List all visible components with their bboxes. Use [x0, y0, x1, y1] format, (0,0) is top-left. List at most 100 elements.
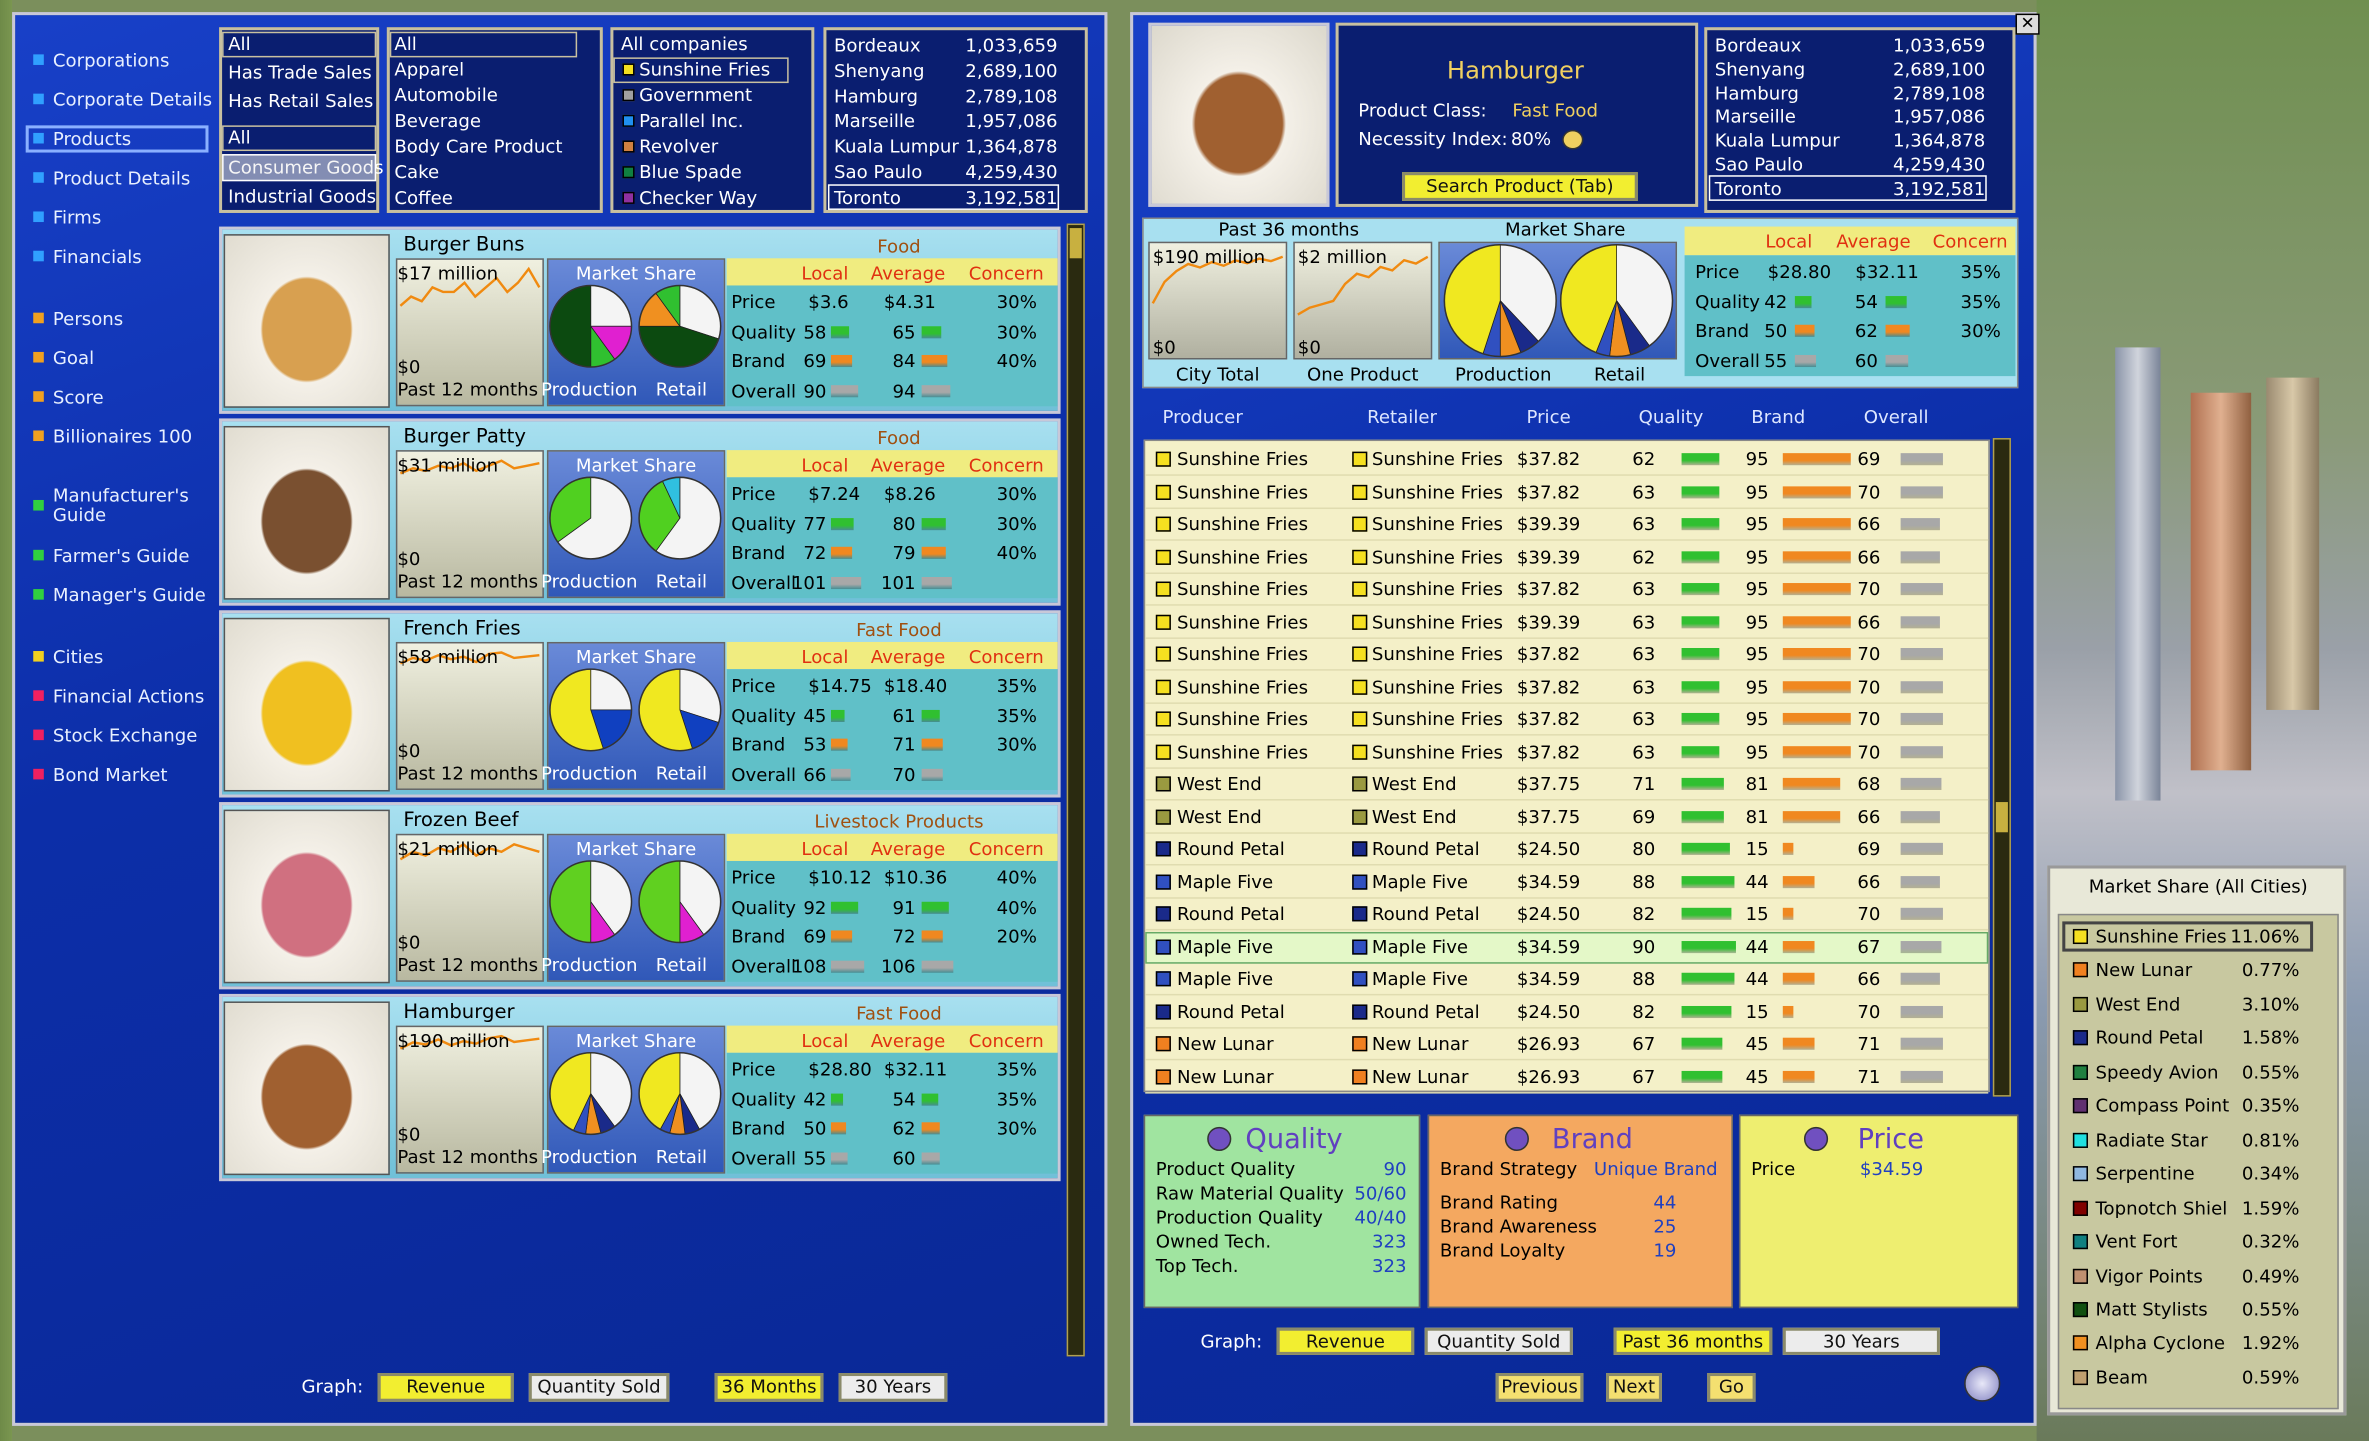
nav-button[interactable]: Next: [1606, 1373, 1662, 1402]
column-header[interactable]: Overall: [1863, 406, 1929, 428]
company-name[interactable]: Speedy Avion: [2095, 1061, 2219, 1083]
menu-item[interactable]: Firms: [52, 206, 102, 229]
graph-button[interactable]: Revenue: [377, 1373, 514, 1402]
search-button[interactable]: Search Product (Tab): [1402, 172, 1638, 201]
category-option[interactable]: All: [394, 33, 417, 55]
scrollbar[interactable]: [1066, 223, 1085, 1357]
producer-row[interactable]: [1145, 606, 1989, 639]
company-name[interactable]: Beam: [2095, 1366, 2148, 1388]
graph-button[interactable]: 30 Years: [838, 1373, 948, 1402]
city-population[interactable]: 3,192,581: [965, 186, 1058, 209]
city-population[interactable]: 2,689,100: [965, 60, 1058, 82]
scroll-thumb[interactable]: [1069, 228, 1082, 259]
city-population[interactable]: 1,957,086: [1892, 106, 1986, 128]
city-name[interactable]: Shenyang: [833, 60, 925, 82]
city-population[interactable]: 4,259,430: [965, 161, 1058, 183]
nav-button[interactable]: Previous: [1495, 1373, 1584, 1402]
column-header[interactable]: Producer: [1162, 406, 1243, 428]
city-name[interactable]: Bordeaux: [1714, 34, 1802, 56]
company-option[interactable]: Revolver: [639, 135, 719, 158]
graph-button[interactable]: Past 36 months: [1613, 1327, 1773, 1355]
city-name[interactable]: Toronto: [1714, 177, 1782, 200]
city-population[interactable]: 3,192,581: [1892, 177, 1986, 200]
product-name[interactable]: Burger Patty: [403, 425, 526, 449]
filter-option[interactable]: All: [228, 126, 251, 149]
city-population[interactable]: 1,033,659: [965, 34, 1058, 56]
city-name[interactable]: Hamburg: [1714, 82, 1799, 104]
menu-item[interactable]: Manufacturer's Guide: [52, 484, 189, 526]
scrollbar[interactable]: [1992, 438, 2011, 1097]
producer-row[interactable]: [1145, 1061, 1989, 1093]
menu-item[interactable]: Corporations: [52, 49, 170, 71]
category-option[interactable]: Body Care Product: [394, 135, 563, 158]
city-name[interactable]: Shenyang: [1714, 58, 1806, 80]
city-name[interactable]: Sao Paulo: [1714, 154, 1804, 176]
producer-row[interactable]: [1145, 736, 1989, 769]
company-name[interactable]: Vent Fort: [2095, 1231, 2178, 1253]
category-option[interactable]: Beverage: [394, 110, 482, 132]
city-name[interactable]: Kuala Lumpur: [1714, 130, 1840, 152]
menu-item[interactable]: Score: [52, 386, 104, 408]
menu-item[interactable]: Products: [52, 128, 132, 150]
column-header[interactable]: Price: [1526, 406, 1571, 428]
close-button[interactable]: ✕: [2015, 13, 2040, 35]
city-population[interactable]: 2,689,100: [1892, 58, 1986, 80]
producer-row[interactable]: [1145, 574, 1989, 606]
menu-item[interactable]: Farmer's Guide: [52, 545, 190, 567]
company-name[interactable]: West End: [2095, 993, 2181, 1015]
menu-item[interactable]: Manager's Guide: [52, 584, 206, 606]
company-name[interactable]: Vigor Points: [2095, 1265, 2203, 1287]
city-name[interactable]: Sao Paulo: [833, 161, 923, 183]
company-name[interactable]: Round Petal: [2095, 1027, 2204, 1049]
product-name[interactable]: Burger Buns: [403, 234, 525, 257]
company-option[interactable]: Checker Way: [639, 187, 758, 209]
graph-button[interactable]: Quantity Sold: [528, 1373, 670, 1402]
company-option[interactable]: Sunshine Fries: [639, 58, 771, 81]
producer-row[interactable]: [1145, 866, 1989, 898]
producer-row[interactable]: [1145, 801, 1989, 834]
company-option[interactable]: Parallel Inc.: [639, 110, 744, 132]
category-option[interactable]: Coffee: [394, 187, 453, 209]
filter-option[interactable]: Has Retail Sales: [228, 90, 374, 112]
company-option[interactable]: Blue Spade: [639, 161, 742, 183]
company-name[interactable]: Matt Stylists: [2095, 1298, 2208, 1321]
column-header[interactable]: Retailer: [1367, 406, 1437, 428]
city-population[interactable]: 2,789,108: [965, 85, 1058, 107]
city-population[interactable]: 1,364,878: [1892, 130, 1986, 152]
producer-row[interactable]: [1145, 542, 1989, 574]
city-name[interactable]: Toronto: [833, 186, 901, 209]
graph-button[interactable]: 36 Months: [714, 1373, 824, 1402]
filter-option[interactable]: Has Trade Sales: [228, 61, 372, 84]
company-name[interactable]: Alpha Cyclone: [2095, 1332, 2225, 1354]
city-name[interactable]: Marseille: [833, 110, 916, 133]
product-name[interactable]: French Fries: [403, 617, 521, 641]
filter-option[interactable]: All: [228, 33, 251, 55]
menu-selection[interactable]: [25, 125, 209, 153]
company-name[interactable]: Radiate Star: [2095, 1129, 2208, 1151]
company-name[interactable]: Compass Point: [2095, 1095, 2230, 1117]
company-name[interactable]: Serpentine: [2095, 1163, 2195, 1185]
producer-row[interactable]: [1145, 1029, 1989, 1061]
menu-item[interactable]: Corporate Details: [52, 89, 213, 111]
producer-row[interactable]: [1145, 444, 1989, 476]
menu-item[interactable]: Bond Market: [52, 764, 168, 786]
city-population[interactable]: 4,259,430: [1892, 154, 1986, 176]
producer-row[interactable]: [1145, 964, 1989, 996]
category-option[interactable]: Apparel: [394, 58, 465, 81]
menu-item[interactable]: Persons: [52, 308, 124, 330]
product-name[interactable]: Frozen Beef: [403, 809, 519, 833]
city-population[interactable]: 1,364,878: [965, 136, 1058, 158]
company-name[interactable]: Sunshine Fries: [2095, 925, 2227, 948]
column-header[interactable]: Brand: [1751, 406, 1806, 428]
menu-item[interactable]: Cities: [52, 646, 104, 668]
menu-item[interactable]: Financial Actions: [52, 685, 205, 707]
menu-item[interactable]: Goal: [52, 347, 95, 369]
product-name[interactable]: Hamburger: [403, 1001, 515, 1025]
producer-row[interactable]: [1145, 671, 1989, 704]
producer-row[interactable]: [1145, 477, 1989, 509]
producer-row[interactable]: [1145, 834, 1989, 866]
category-option[interactable]: Cake: [394, 161, 440, 183]
scroll-thumb[interactable]: [1995, 802, 2008, 833]
producer-row[interactable]: [1145, 639, 1989, 671]
city-name[interactable]: Marseille: [1714, 106, 1796, 128]
